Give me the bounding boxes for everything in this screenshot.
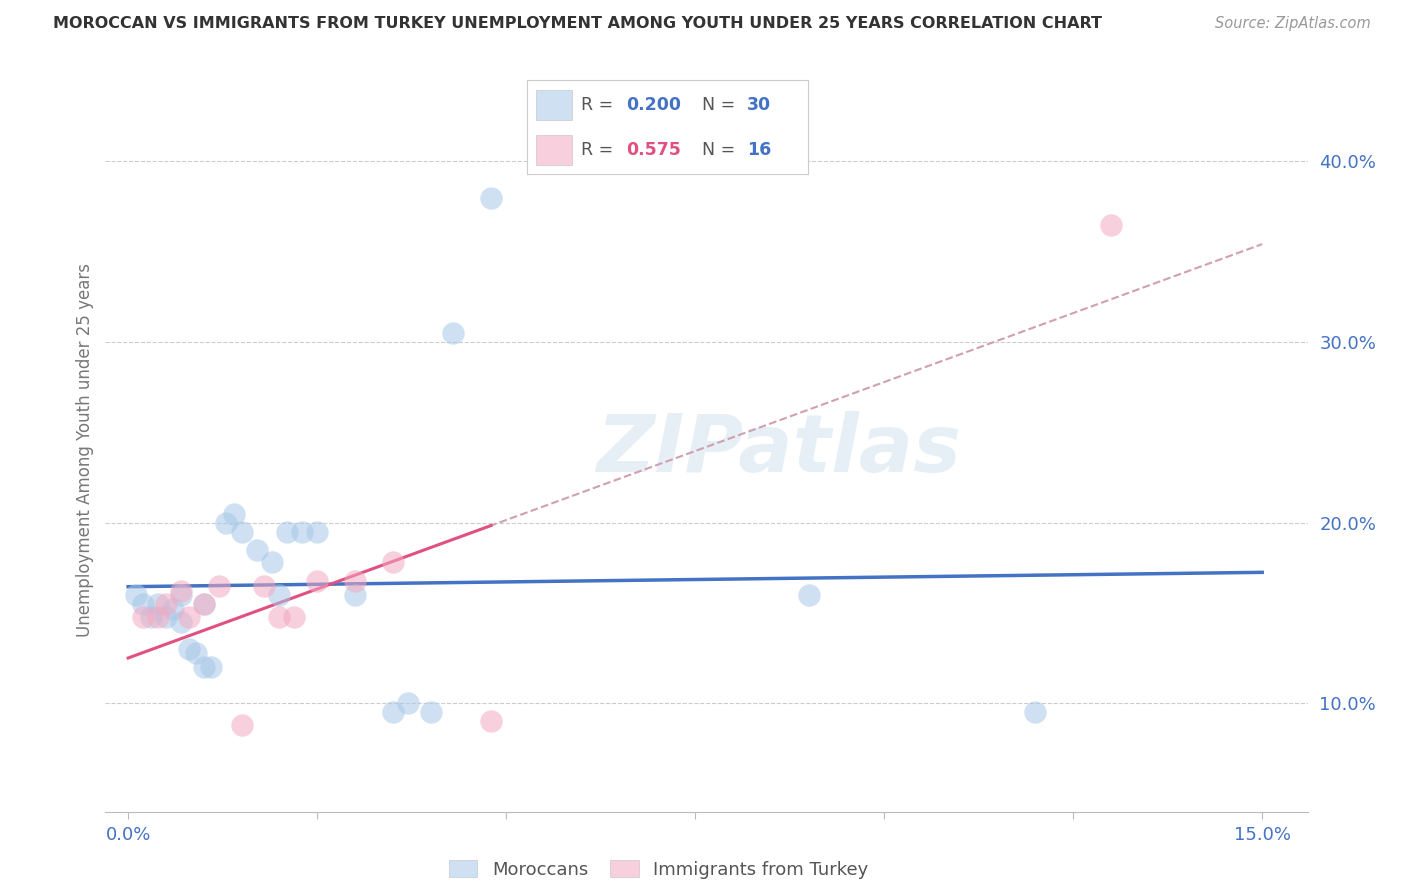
- Point: [231, 718, 253, 732]
- Text: N =: N =: [702, 141, 741, 159]
- FancyBboxPatch shape: [536, 89, 572, 120]
- Point: [177, 609, 200, 624]
- Point: [155, 609, 177, 624]
- Point: [291, 524, 314, 539]
- Text: 0.575: 0.575: [626, 141, 681, 159]
- Point: [186, 646, 208, 660]
- Point: [276, 524, 298, 539]
- Point: [155, 597, 177, 611]
- Text: N =: N =: [702, 95, 741, 113]
- Point: [283, 609, 305, 624]
- Point: [162, 602, 184, 616]
- Point: [132, 609, 155, 624]
- Point: [1024, 706, 1046, 720]
- Point: [170, 588, 193, 602]
- Text: R =: R =: [581, 95, 619, 113]
- Point: [170, 584, 193, 599]
- Point: [269, 609, 291, 624]
- Point: [343, 588, 366, 602]
- Point: [139, 609, 162, 624]
- Point: [246, 542, 269, 557]
- Text: 30: 30: [747, 95, 770, 113]
- Point: [215, 516, 238, 530]
- Point: [381, 556, 404, 570]
- Point: [193, 660, 215, 674]
- Point: [200, 660, 222, 674]
- Point: [208, 579, 231, 593]
- Point: [381, 706, 404, 720]
- Point: [419, 706, 441, 720]
- Point: [797, 588, 820, 602]
- Point: [479, 190, 502, 204]
- Point: [148, 609, 170, 624]
- Text: MOROCCAN VS IMMIGRANTS FROM TURKEY UNEMPLOYMENT AMONG YOUTH UNDER 25 YEARS CORRE: MOROCCAN VS IMMIGRANTS FROM TURKEY UNEMP…: [53, 16, 1102, 31]
- Point: [170, 615, 193, 629]
- Text: 0.200: 0.200: [626, 95, 681, 113]
- Point: [343, 574, 366, 588]
- Text: R =: R =: [581, 141, 619, 159]
- Point: [222, 507, 245, 521]
- Point: [1099, 218, 1122, 232]
- Point: [441, 326, 464, 340]
- Point: [132, 597, 155, 611]
- Point: [260, 556, 283, 570]
- Text: ZIPatlas: ZIPatlas: [596, 411, 962, 490]
- Text: Source: ZipAtlas.com: Source: ZipAtlas.com: [1215, 16, 1371, 31]
- Point: [125, 588, 148, 602]
- Point: [193, 597, 215, 611]
- Point: [269, 588, 291, 602]
- Point: [307, 574, 329, 588]
- Point: [253, 579, 276, 593]
- FancyBboxPatch shape: [536, 135, 572, 164]
- Point: [177, 642, 200, 657]
- Point: [148, 597, 170, 611]
- Point: [307, 524, 329, 539]
- Point: [479, 714, 502, 729]
- Point: [193, 597, 215, 611]
- Text: 16: 16: [747, 141, 770, 159]
- Legend: Moroccans, Immigrants from Turkey: Moroccans, Immigrants from Turkey: [441, 853, 876, 886]
- Y-axis label: Unemployment Among Youth under 25 years: Unemployment Among Youth under 25 years: [76, 263, 94, 638]
- Point: [231, 524, 253, 539]
- Point: [396, 696, 419, 710]
